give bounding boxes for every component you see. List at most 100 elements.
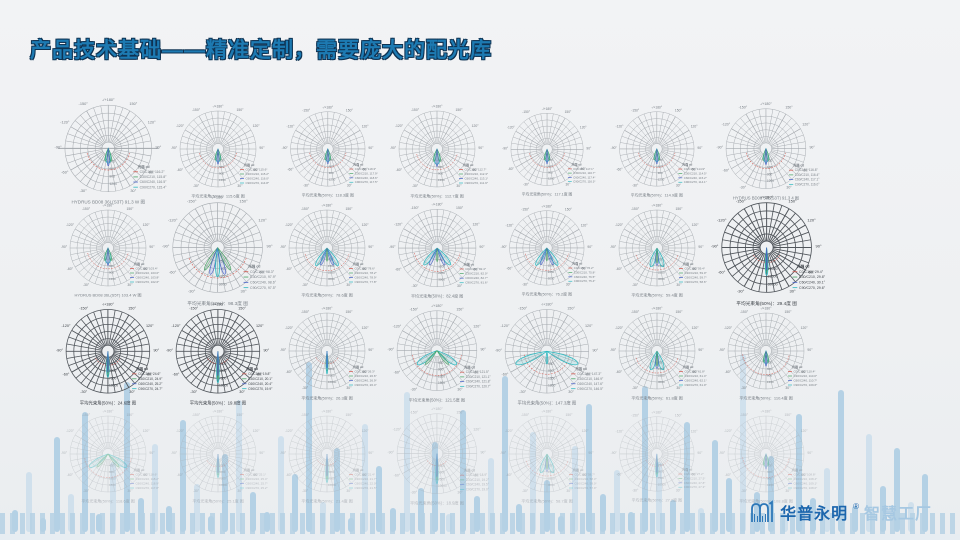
svg-text:150°: 150° xyxy=(457,411,465,415)
svg-text:-/+180°: -/+180° xyxy=(542,107,553,111)
chart-caption: 平均光束角(50%)：18.9度 图 xyxy=(410,500,464,507)
svg-text:C60/C240, 26.9°: C60/C240, 26.9° xyxy=(355,379,378,383)
svg-text:C90/C270, 19.0°: C90/C270, 19.0° xyxy=(466,488,490,492)
svg-text:C90/C270, 108.0°: C90/C270, 108.0° xyxy=(794,486,819,490)
svg-text:60°: 60° xyxy=(581,167,587,171)
bottom-base-band xyxy=(0,534,960,540)
chart-caption: 平均光束角(50%)：121.5度 图 xyxy=(409,397,465,404)
ring-value-labels: 2500 5000 7500 10000 xyxy=(438,464,447,488)
svg-text:30°: 30° xyxy=(568,390,574,394)
svg-text:-150°: -150° xyxy=(631,414,640,418)
svg-text:60°: 60° xyxy=(257,372,263,376)
svg-text:120°: 120° xyxy=(362,223,370,227)
svg-text:C30/C210, 82.0°: C30/C210, 82.0° xyxy=(465,271,488,275)
svg-text:光强 cd: 光强 cd xyxy=(463,365,475,370)
svg-text:-120°: -120° xyxy=(285,223,294,227)
svg-text:C0/C180, 58.7°: C0/C180, 58.7° xyxy=(574,473,595,477)
svg-text:C90/C270, 25.2°: C90/C270, 25.2° xyxy=(245,486,268,490)
svg-text:750: 750 xyxy=(328,258,333,262)
photometric-polar-chart: -/+180° 30° -30° 60° -60° 90° -90° 120° -120° 150… xyxy=(717,102,821,201)
svg-text:600: 600 xyxy=(657,165,662,169)
svg-text:-120°: -120° xyxy=(175,124,184,128)
polar-angle-labels: -/+180° 30° -30° 60° -60° 90° -90° 120° -120° 150… xyxy=(500,410,594,494)
svg-text:-120°: -120° xyxy=(507,125,515,129)
svg-text:450: 450 xyxy=(548,362,554,366)
svg-text:1200: 1200 xyxy=(328,177,335,181)
svg-text:150°: 150° xyxy=(457,308,465,312)
svg-text:30°: 30° xyxy=(127,283,133,287)
svg-text:7500: 7500 xyxy=(219,477,226,481)
svg-text:C60/C240, 116.5°: C60/C240, 116.5° xyxy=(139,181,167,185)
polar-angle-labels: -/+180° 30° -30° 60° -60° 90° -90° 120° -120° 150… xyxy=(711,195,822,294)
svg-text:-30°: -30° xyxy=(302,386,309,390)
svg-text:光强 cd: 光强 cd xyxy=(246,366,257,371)
svg-text:C90/C270, 19.9°: C90/C270, 19.9° xyxy=(248,386,273,390)
svg-text:光强 cd: 光强 cd xyxy=(463,468,475,473)
svg-text:-120°: -120° xyxy=(500,324,509,328)
svg-text:-120°: -120° xyxy=(615,124,624,128)
ring-value-labels: 450 900 1350 1800 xyxy=(438,361,445,385)
svg-text:C30/C210, 112.3°: C30/C210, 112.3° xyxy=(465,172,489,176)
beam-curves xyxy=(515,350,579,375)
svg-text:C30/C210, 108.4°: C30/C210, 108.4° xyxy=(794,477,819,481)
svg-text:-90°: -90° xyxy=(610,146,617,150)
logo-registered-mark: ® xyxy=(853,501,859,511)
chart-cell-r3c6: -/+180° 30° -30° 60° -60° 90° -90° 120° -120° 150… xyxy=(598,298,716,406)
svg-text:30°: 30° xyxy=(789,289,795,294)
svg-text:C90/C270, 29.6°: C90/C270, 29.6° xyxy=(799,286,826,290)
svg-text:15000: 15000 xyxy=(767,267,777,271)
svg-text:150°: 150° xyxy=(675,109,683,113)
svg-text:光强 cd: 光强 cd xyxy=(352,261,364,266)
svg-text:-120°: -120° xyxy=(66,429,75,433)
svg-text:光强 cd: 光强 cd xyxy=(575,366,586,371)
svg-text:90°: 90° xyxy=(481,451,487,455)
svg-text:C30/C210, 75.8°: C30/C210, 75.8° xyxy=(574,270,596,274)
svg-text:C30/C210, 116.7°: C30/C210, 116.7° xyxy=(573,171,595,175)
svg-text:150°: 150° xyxy=(567,306,575,310)
svg-text:120°: 120° xyxy=(473,325,481,329)
svg-text:3000: 3000 xyxy=(438,278,445,282)
svg-text:C30/C210, 115.8°: C30/C210, 115.8° xyxy=(139,175,167,179)
svg-text:1500: 1500 xyxy=(548,264,555,268)
svg-text:C0/C180, 108.8°: C0/C180, 108.8° xyxy=(794,473,817,477)
svg-text:-150°: -150° xyxy=(82,413,91,417)
svg-text:C90/C270, 117.8°: C90/C270, 117.8° xyxy=(136,486,160,490)
svg-text:60°: 60° xyxy=(147,372,153,376)
svg-text:光强 cd: 光强 cd xyxy=(247,264,260,269)
svg-text:600: 600 xyxy=(767,470,772,474)
svg-text:C30/C210, 97.9°: C30/C210, 97.9° xyxy=(250,275,277,279)
svg-text:C60/C240, 116.0°: C60/C240, 116.0° xyxy=(245,177,269,181)
svg-text:-60°: -60° xyxy=(169,270,177,275)
svg-text:900: 900 xyxy=(109,175,115,179)
svg-text:-60°: -60° xyxy=(616,168,623,172)
beam-curves xyxy=(638,148,675,168)
svg-text:120°: 120° xyxy=(252,429,260,433)
chart-caption: 平均光束角(50%)：114.9度 图 xyxy=(630,193,682,198)
svg-text:-120°: -120° xyxy=(614,223,623,227)
svg-text:-/+180°: -/+180° xyxy=(102,302,115,306)
svg-text:150°: 150° xyxy=(785,310,793,314)
svg-text:C90/C270, 81.6°: C90/C270, 81.6° xyxy=(465,281,488,285)
svg-text:-30°: -30° xyxy=(737,289,745,294)
chart-cell-r3c5: -/+180° 30° -30° 60° -60° 90° -90° 120° -120° 150… xyxy=(482,293,612,412)
chart-caption: 平均光束角(50%)：115.6度 图 xyxy=(191,193,245,199)
photometric-polar-chart: -/+180° 30° -30° 60° -60° 90° -90° 120° -120° 150… xyxy=(171,410,269,504)
svg-text:-120°: -120° xyxy=(505,223,514,227)
svg-text:-150°: -150° xyxy=(630,310,639,314)
photometric-polar-chart: -/+180° 30° -30° 60° -60° 90° -90° 120° -120° 150… xyxy=(390,105,489,199)
svg-text:-90°: -90° xyxy=(280,245,287,249)
svg-text:120°: 120° xyxy=(585,324,593,328)
svg-text:C60/C240, 30.1°: C60/C240, 30.1° xyxy=(799,281,826,285)
svg-text:900: 900 xyxy=(657,171,662,175)
svg-text:90°: 90° xyxy=(588,451,594,455)
svg-text:2250: 2250 xyxy=(548,270,555,274)
svg-text:C60/C240, 19.5°: C60/C240, 19.5° xyxy=(466,483,490,487)
svg-text:30°: 30° xyxy=(566,282,572,286)
polar-angle-labels: -/+180° 30° -30° 60° -60° 90° -90° 120° -120° 150… xyxy=(719,307,813,391)
svg-text:C30/C210, 27.5°: C30/C210, 27.5° xyxy=(683,476,705,480)
